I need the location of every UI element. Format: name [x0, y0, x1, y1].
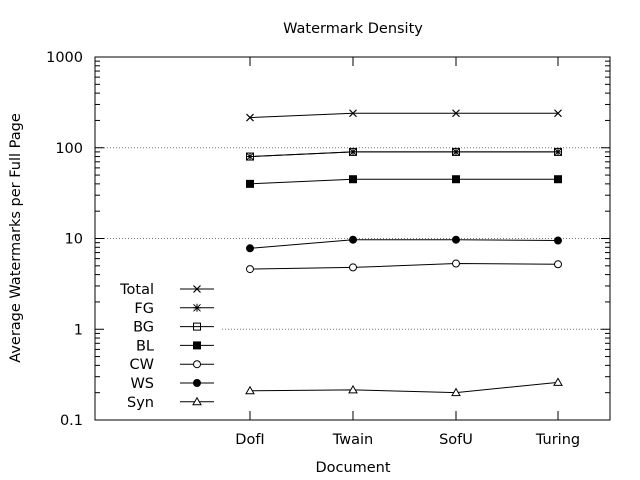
data-point-total [349, 109, 357, 118]
legend-label: WS [130, 376, 154, 392]
data-point-bl [554, 175, 562, 184]
data-point-bg [554, 147, 562, 156]
x-tick-label: Turing [535, 432, 580, 448]
legend-label: Total [119, 282, 154, 298]
legend-label: BL [136, 338, 154, 354]
series-bl [246, 175, 562, 188]
data-point-ws [554, 236, 562, 245]
data-point-bl [246, 179, 254, 188]
y-axis-label: Average Watermarks per Full Page [8, 113, 24, 363]
legend-marker-fg [193, 303, 201, 312]
y-tick-label: 1 [74, 322, 83, 338]
legend-item-bg: BG [133, 320, 214, 336]
data-point-bg [246, 152, 254, 161]
data-point-total [452, 109, 460, 118]
chart-title: Watermark Density [283, 21, 423, 37]
data-point-bl [452, 175, 460, 184]
legend-marker-ws [193, 379, 201, 387]
data-point-cw [554, 260, 562, 269]
legend-label: Syn [127, 395, 154, 411]
legend-item-syn: Syn [127, 395, 214, 411]
legend-label: BG [133, 320, 154, 336]
series-total [246, 109, 562, 122]
y-tick-label: 10 [65, 232, 83, 248]
y-tick-label: 1000 [46, 50, 83, 66]
data-point-bl [349, 175, 357, 184]
data-point-syn [348, 384, 358, 394]
legend-item-bl: BL [136, 338, 214, 354]
series-line-bg [249, 151, 558, 158]
x-axis: DofI Twain SofU Turing [235, 57, 580, 448]
data-point-bg [349, 147, 357, 156]
legend-item-fg: FG [134, 301, 214, 317]
legend: Total FG BG BL CW WS Syn [119, 282, 214, 411]
data-point-bg [452, 147, 460, 156]
legend-marker-bg [193, 322, 201, 331]
legend-item-cw: CW [130, 357, 214, 373]
series-line-total [249, 112, 558, 119]
data-point-ws [246, 244, 254, 253]
legend-marker-bl [193, 341, 201, 350]
x-tick-label: Twain [332, 432, 373, 448]
y-tick-label: 100 [55, 141, 83, 157]
legend-marker-total [193, 285, 201, 293]
series-cw [246, 259, 562, 274]
y-axis: 0.1 1 10 100 1000 [46, 50, 610, 429]
data-point-syn [553, 377, 563, 386]
legend-item-ws: WS [130, 376, 214, 392]
data-point-syn [451, 387, 461, 397]
legend-marker-cw [193, 360, 201, 369]
series-layer [245, 109, 563, 397]
series-line-ws [249, 239, 559, 249]
x-tick-label: DofI [235, 432, 264, 448]
series-line-bl [249, 178, 558, 185]
grid-layer [95, 147, 610, 330]
legend-label: FG [134, 301, 154, 317]
data-point-total [246, 113, 254, 122]
legend-item-total: Total [119, 282, 214, 298]
series-bg [246, 147, 562, 161]
x-tick-label: SofU [439, 432, 473, 448]
data-point-cw [452, 259, 460, 268]
series-line-syn [249, 381, 559, 394]
data-point-fg [246, 152, 254, 161]
data-point-cw [246, 265, 254, 274]
y-tick-label: 0.1 [60, 413, 83, 429]
data-point-cw [349, 263, 357, 272]
data-point-ws [452, 235, 460, 244]
legend-label: CW [130, 357, 154, 373]
series-syn [245, 377, 563, 397]
data-point-ws [349, 235, 357, 244]
data-point-syn [245, 385, 255, 395]
series-line-cw [249, 263, 559, 270]
x-axis-label: Document [315, 460, 390, 476]
series-ws [246, 235, 562, 253]
legend-marker-syn [192, 396, 202, 406]
data-point-total [554, 109, 562, 118]
